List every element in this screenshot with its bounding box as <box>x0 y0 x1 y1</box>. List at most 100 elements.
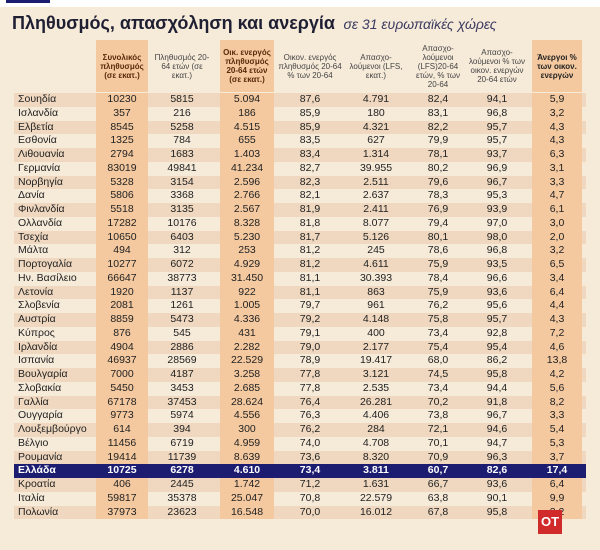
country-name: Τσεχία <box>18 230 49 243</box>
table-cell: 85,9 <box>299 106 321 119</box>
table-cell: 3,3 <box>532 409 582 423</box>
table-row: Βουλγαρία 7000 4187 3.258 77,8 3.121 74,5 95,8 4… <box>14 368 586 382</box>
table-cell: 6,5 <box>532 258 582 272</box>
table-cell: 95,7 <box>486 134 508 147</box>
table-cell: 37453 <box>167 395 197 408</box>
table-cell: 1325 <box>96 134 148 148</box>
table-cell: 66647 <box>96 271 148 286</box>
country-name: Ην. Βασίλειο <box>18 271 77 284</box>
table-cell: 67,8 <box>427 505 449 518</box>
table-cell: 31.450 <box>220 271 274 286</box>
country-name: Γαλλία <box>18 395 49 408</box>
table-row: Ουγγαρία 9773 5974 4.556 76,3 4.406 73,8 96,7 3,… <box>14 409 586 423</box>
table-cell: 5328 <box>96 175 148 190</box>
table-cell: 90,1 <box>486 491 508 504</box>
table-cell: 5.094 <box>220 93 274 107</box>
table-cell: 85,9 <box>299 120 321 133</box>
table-cell: 5,9 <box>532 93 582 107</box>
column-header-6: Απασχο-λούμενοι (LFS)20-64 ετών, % των 2… <box>416 43 460 89</box>
table-cell: 394 <box>173 423 191 435</box>
table-cell: 2.177 <box>362 340 390 353</box>
table-cell: 357 <box>96 106 148 121</box>
table-cell: 96,8 <box>486 244 508 257</box>
country-name: Μάλτα <box>18 244 49 257</box>
table-cell: 3453 <box>170 381 194 394</box>
table-cell: 8545 <box>96 120 148 135</box>
table-cell: 5974 <box>170 409 194 422</box>
table-row: Δανία 5806 3368 2.766 82,1 2.637 78,3 95,3 4,7 <box>14 189 586 203</box>
table-cell: 76,2 <box>299 423 321 435</box>
table-cell: 5.126 <box>362 230 390 243</box>
table-cell: 93,6 <box>486 478 508 490</box>
table-cell: 312 <box>173 244 191 257</box>
table-cell: 5.230 <box>220 230 274 245</box>
table-cell: 4,3 <box>532 313 582 327</box>
country-name: Ισπανία <box>18 354 55 367</box>
table-cell: 83,5 <box>299 134 321 147</box>
table-cell: 30.393 <box>359 271 393 284</box>
table-cell: 4,6 <box>532 340 582 355</box>
table-cell: 863 <box>367 285 385 298</box>
country-name: Ελβετία <box>18 120 54 133</box>
table-cell: 961 <box>367 299 385 312</box>
table-cell: 1.631 <box>362 478 390 490</box>
table-row: Φινλανδία 5518 3135 2.567 81,9 2.411 76,9 93,9 6… <box>14 203 586 217</box>
table-cell: 68,0 <box>427 354 449 367</box>
table-cell: 83,4 <box>299 148 321 160</box>
table-row: Σλοβακία 5450 3453 2.685 77,8 2.535 73,4 94,4 5,… <box>14 381 586 396</box>
table-row: Αυστρία 8859 5473 4.336 79,2 4.148 75,8 95,7 4,3 <box>14 313 586 327</box>
table-cell: 4,7 <box>532 189 582 203</box>
table-row: Ρουμανία 19414 11739 8.639 73,6 8.320 70,9 96,3… <box>14 450 586 465</box>
table-cell: 4.791 <box>362 93 390 105</box>
table-cell: 5473 <box>170 313 194 325</box>
table-cell: 76,3 <box>299 409 321 422</box>
table-cell: 73,8 <box>427 409 449 422</box>
table-cell: 73,4 <box>427 381 449 394</box>
table-cell: 11739 <box>167 450 197 463</box>
table-cell: 96,7 <box>486 175 508 188</box>
table-cell: 17,4 <box>532 464 582 478</box>
table-cell: 59817 <box>96 491 148 506</box>
column-header-1: Συνολικός πληθυσμός (σε εκατ.) <box>96 40 148 92</box>
table-cell: 72,1 <box>427 423 449 435</box>
country-name: Ουγγαρία <box>18 409 63 422</box>
table-cell: 2.596 <box>220 175 274 190</box>
table-cell: 627 <box>367 134 385 147</box>
table-cell: 6,3 <box>532 148 582 162</box>
table-cell: 494 <box>96 244 148 258</box>
table-cell: 74,0 <box>299 436 321 449</box>
table-cell: 2794 <box>96 148 148 162</box>
country-name: Βουλγαρία <box>18 368 68 380</box>
table-row: Νορβηγία 5328 3154 2.596 82,3 2.511 79,6 96,7 3,… <box>14 175 586 190</box>
table-cell: 4,2 <box>532 368 582 382</box>
table-cell: 186 <box>220 106 274 121</box>
table-cell: 876 <box>96 326 148 341</box>
table-cell: 3.811 <box>363 464 389 477</box>
table-row: Πολωνία 37973 23623 16.548 70,0 16.012 67,8 95,… <box>14 505 586 520</box>
table-row: Ιρλανδία 4904 2886 2.282 79,0 2.177 75,4 95,4 4,… <box>14 340 586 355</box>
table-cell: 3.121 <box>362 368 390 380</box>
table-row: Ελβετία 8545 5258 4.515 85,9 4.321 82,2 95,7 4,3 <box>14 120 586 135</box>
table-cell: 23623 <box>167 505 197 518</box>
table-cell: 94,1 <box>486 93 508 105</box>
table-cell: 94,6 <box>486 423 508 435</box>
country-name: Ρουμανία <box>18 450 63 463</box>
table-cell: 81,2 <box>299 244 321 257</box>
table-cell: 81,8 <box>299 216 321 229</box>
table-row: Λιθουανία 2794 1683 1.403 83,4 1.314 78,1 93,7 6… <box>14 148 586 162</box>
table-cell: 1.314 <box>362 148 390 160</box>
table-cell: 5806 <box>96 189 148 203</box>
table-cell: 95,3 <box>486 189 508 202</box>
table-cell: 4.321 <box>362 120 390 133</box>
table-cell: 922 <box>220 285 274 300</box>
table-cell: 10725 <box>96 464 148 478</box>
table-cell: 70,1 <box>427 436 449 449</box>
table-cell: 19414 <box>96 450 148 465</box>
table-cell: 92,8 <box>486 326 508 339</box>
country-name: Σουηδία <box>18 93 57 105</box>
table-cell: 4.336 <box>220 313 274 327</box>
table-cell: 60,7 <box>427 464 449 477</box>
table-cell: 67178 <box>96 395 148 410</box>
table-cell: 2445 <box>170 478 194 490</box>
table-cell: 91,8 <box>486 395 508 408</box>
